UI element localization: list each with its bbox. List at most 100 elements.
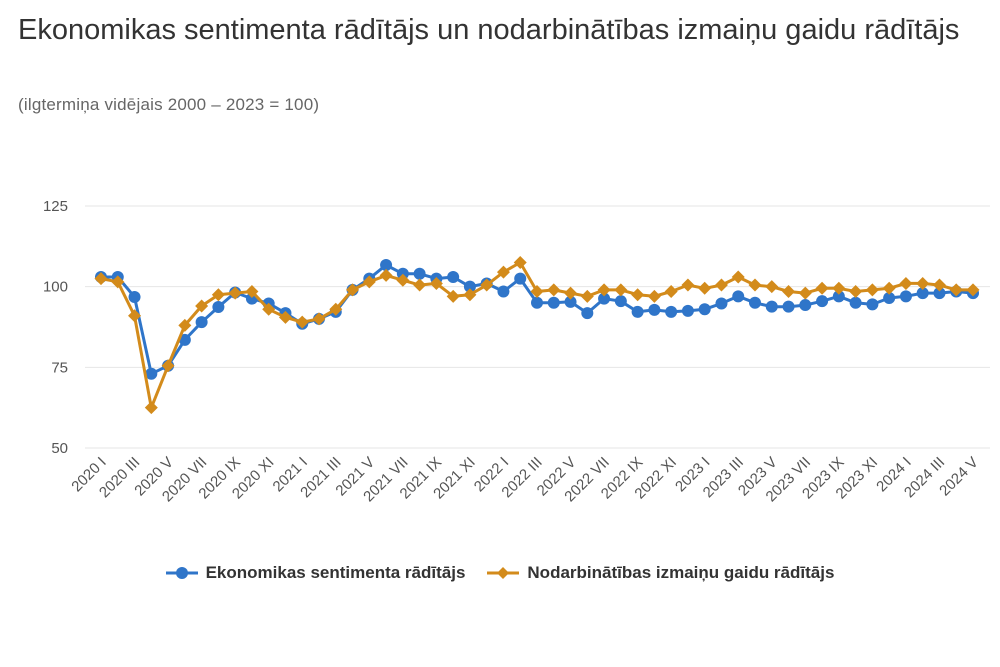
data-point[interactable] (933, 287, 946, 300)
data-point[interactable] (731, 270, 745, 284)
series-0 (95, 259, 979, 380)
data-point[interactable] (396, 273, 410, 287)
data-point[interactable] (664, 285, 678, 299)
data-point[interactable] (497, 285, 510, 298)
data-point[interactable] (647, 289, 661, 303)
y-axis-ticks: 50 75 100 125 (43, 198, 68, 457)
data-point[interactable] (530, 285, 544, 299)
data-point[interactable] (581, 307, 594, 320)
series-1 (94, 255, 980, 415)
data-point[interactable] (547, 296, 560, 309)
data-point[interactable] (161, 359, 175, 373)
data-point[interactable] (598, 292, 611, 305)
data-point[interactable] (899, 290, 912, 303)
data-point[interactable] (714, 278, 728, 292)
data-point[interactable] (782, 285, 796, 299)
data-point[interactable] (295, 315, 309, 329)
data-point[interactable] (514, 272, 527, 285)
data-point[interactable] (932, 278, 946, 292)
data-point[interactable] (447, 270, 460, 283)
data-point[interactable] (463, 280, 476, 293)
legend-item-nodarbinatibas-gaidas[interactable]: Nodarbinātības izmaiņu gaidu rādītājs (487, 563, 834, 583)
data-point[interactable] (865, 283, 879, 297)
data-point[interactable] (262, 302, 276, 316)
data-point[interactable] (94, 272, 108, 286)
data-point[interactable] (681, 278, 695, 292)
data-point[interactable] (329, 302, 343, 316)
data-point[interactable] (631, 288, 645, 302)
data-point[interactable] (547, 283, 561, 297)
data-point[interactable] (715, 297, 728, 310)
data-point[interactable] (580, 289, 594, 303)
data-point[interactable] (346, 283, 360, 297)
data-point[interactable] (195, 316, 208, 329)
series-line (101, 263, 974, 376)
data-point[interactable] (413, 278, 427, 292)
data-point[interactable] (195, 299, 209, 313)
data-point[interactable] (531, 296, 543, 309)
data-point[interactable] (648, 303, 661, 316)
data-point[interactable] (614, 295, 627, 308)
data-point[interactable] (681, 304, 694, 317)
data-point[interactable] (145, 367, 158, 380)
data-point[interactable] (882, 281, 896, 295)
data-point[interactable] (883, 291, 896, 304)
data-point[interactable] (832, 290, 845, 303)
data-point[interactable] (211, 288, 225, 302)
data-point[interactable] (765, 300, 778, 313)
data-point[interactable] (597, 283, 611, 297)
data-point[interactable] (178, 333, 191, 346)
data-point[interactable] (631, 305, 644, 318)
series-layer (94, 255, 980, 415)
data-point[interactable] (312, 312, 326, 326)
data-point[interactable] (698, 281, 712, 295)
data-point[interactable] (916, 276, 930, 290)
data-point[interactable] (212, 300, 225, 313)
data-point[interactable] (765, 280, 779, 294)
data-point[interactable] (614, 283, 628, 297)
circle-marker-icon (165, 567, 198, 579)
data-point[interactable] (128, 309, 142, 323)
data-point[interactable] (564, 286, 578, 300)
data-point[interactable] (832, 281, 846, 295)
data-point[interactable] (429, 276, 443, 290)
y-tick-label: 100 (43, 279, 68, 296)
data-point[interactable] (278, 310, 292, 324)
data-point[interactable] (799, 299, 812, 312)
data-point[interactable] (798, 286, 812, 300)
data-point[interactable] (748, 278, 762, 292)
grid-layer (85, 205, 990, 449)
data-point[interactable] (413, 267, 426, 280)
data-point[interactable] (496, 265, 510, 279)
data-point[interactable] (144, 401, 158, 415)
data-point[interactable] (228, 286, 242, 300)
data-point[interactable] (362, 275, 376, 289)
data-point[interactable] (380, 259, 393, 272)
legend-item-ekonomikas-sentiments[interactable]: Ekonomikas sentimenta rādītājs (165, 563, 466, 583)
data-point[interactable] (128, 290, 141, 303)
data-point[interactable] (463, 288, 477, 302)
data-point[interactable] (245, 285, 259, 299)
data-point[interactable] (916, 287, 929, 300)
data-point[interactable] (698, 303, 711, 316)
data-point[interactable] (111, 275, 125, 289)
data-point[interactable] (564, 295, 577, 308)
data-point[interactable] (816, 295, 829, 308)
data-point[interactable] (949, 283, 963, 297)
data-point[interactable] (966, 283, 980, 297)
data-point[interactable] (749, 296, 761, 309)
data-point[interactable] (665, 305, 678, 318)
data-point[interactable] (899, 276, 913, 290)
data-point[interactable] (480, 278, 494, 292)
data-point[interactable] (782, 300, 795, 313)
data-point[interactable] (446, 289, 460, 303)
legend-label: Ekonomikas sentimenta rādītājs (205, 563, 466, 582)
data-point[interactable] (732, 290, 745, 303)
data-point[interactable] (849, 296, 862, 309)
data-point[interactable] (815, 281, 829, 295)
data-point[interactable] (849, 285, 863, 299)
data-point[interactable] (379, 268, 393, 282)
data-point[interactable] (178, 318, 192, 332)
data-point[interactable] (513, 255, 527, 269)
data-point[interactable] (866, 298, 879, 311)
